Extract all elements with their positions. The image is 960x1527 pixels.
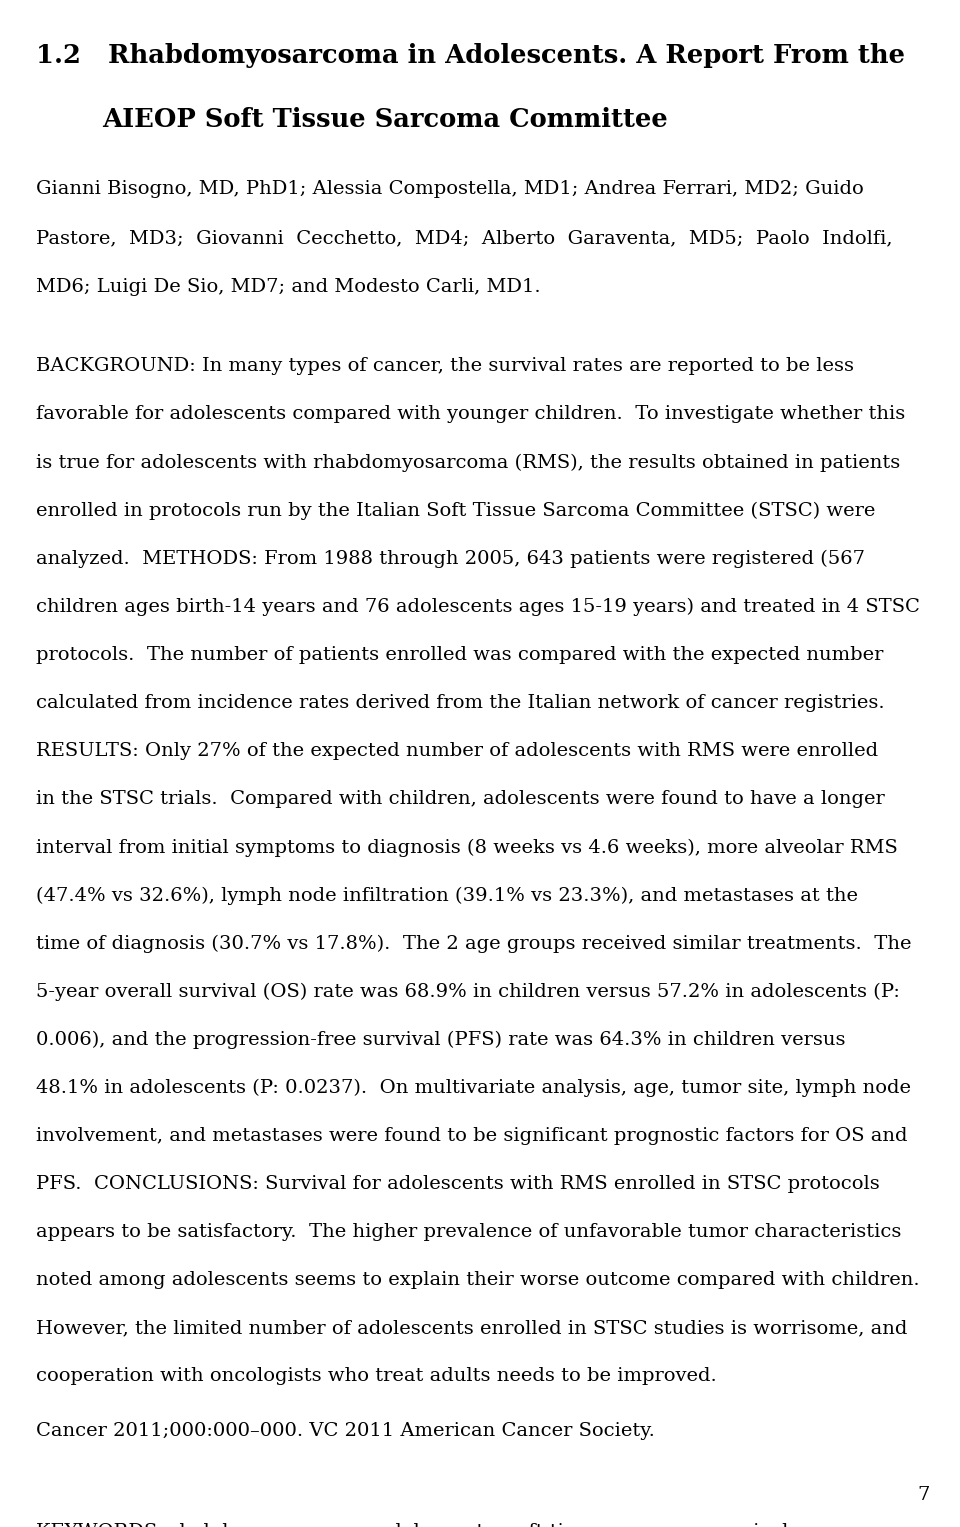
Text: time of diagnosis (30.7% vs 17.8%).  The 2 age groups received similar treatment: time of diagnosis (30.7% vs 17.8%). The … (36, 935, 912, 953)
Text: 0.006), and the progression-free survival (PFS) rate was 64.3% in children versu: 0.006), and the progression-free surviva… (36, 1031, 846, 1049)
Text: noted among adolescents seems to explain their worse outcome compared with child: noted among adolescents seems to explain… (36, 1270, 920, 1289)
Text: Cancer 2011;000:000–000. VC 2011 American Cancer Society.: Cancer 2011;000:000–000. VC 2011 America… (36, 1422, 656, 1440)
Text: AIEOP Soft Tissue Sarcoma Committee: AIEOP Soft Tissue Sarcoma Committee (102, 107, 667, 131)
Text: involvement, and metastases were found to be significant prognostic factors for : involvement, and metastases were found t… (36, 1127, 908, 1145)
Text: 5-year overall survival (OS) rate was 68.9% in children versus 57.2% in adolesce: 5-year overall survival (OS) rate was 68… (36, 982, 900, 1000)
Text: children ages birth-14 years and 76 adolescents ages 15-19 years) and treated in: children ages birth-14 years and 76 adol… (36, 599, 921, 615)
Text: protocols.  The number of patients enrolled was compared with the expected numbe: protocols. The number of patients enroll… (36, 646, 884, 664)
Text: appears to be satisfactory.  The higher prevalence of unfavorable tumor characte: appears to be satisfactory. The higher p… (36, 1223, 901, 1241)
Text: in the STSC trials.  Compared with children, adolescents were found to have a lo: in the STSC trials. Compared with childr… (36, 791, 885, 808)
Text: However, the limited number of adolescents enrolled in STSC studies is worrisome: However, the limited number of adolescen… (36, 1319, 908, 1338)
Text: BACKGROUND: In many types of cancer, the survival rates are reported to be less: BACKGROUND: In many types of cancer, the… (36, 357, 854, 376)
Text: KEYWORDS: rhabdomyosarcoma, adolescents, soft tissue sarcoma, survival.: KEYWORDS: rhabdomyosarcoma, adolescents,… (36, 1522, 795, 1527)
Text: enrolled in protocols run by the Italian Soft Tissue Sarcoma Committee (STSC) we: enrolled in protocols run by the Italian… (36, 502, 876, 519)
Text: 48.1% in adolescents (P: 0.0237).  On multivariate analysis, age, tumor site, ly: 48.1% in adolescents (P: 0.0237). On mul… (36, 1078, 911, 1096)
Text: MD6; Luigi De Sio, MD7; and Modesto Carli, MD1.: MD6; Luigi De Sio, MD7; and Modesto Carl… (36, 278, 541, 296)
Text: calculated from incidence rates derived from the Italian network of cancer regis: calculated from incidence rates derived … (36, 693, 885, 712)
Text: (47.4% vs 32.6%), lymph node infiltration (39.1% vs 23.3%), and metastases at th: (47.4% vs 32.6%), lymph node infiltratio… (36, 886, 858, 904)
Text: interval from initial symptoms to diagnosis (8 weeks vs 4.6 weeks), more alveola: interval from initial symptoms to diagno… (36, 838, 899, 857)
Text: 1.2   Rhabdomyosarcoma in Adolescents. A Report From the: 1.2 Rhabdomyosarcoma in Adolescents. A R… (36, 43, 905, 67)
Text: PFS.  CONCLUSIONS: Survival for adolescents with RMS enrolled in STSC protocols: PFS. CONCLUSIONS: Survival for adolescen… (36, 1174, 880, 1193)
Text: cooperation with oncologists who treat adults needs to be improved.: cooperation with oncologists who treat a… (36, 1367, 717, 1385)
Text: 7: 7 (917, 1486, 929, 1504)
Text: favorable for adolescents compared with younger children.  To investigate whethe: favorable for adolescents compared with … (36, 406, 905, 423)
Text: Pastore,  MD3;  Giovanni  Cecchetto,  MD4;  Alberto  Garaventa,  MD5;  Paolo  In: Pastore, MD3; Giovanni Cecchetto, MD4; A… (36, 229, 893, 247)
Text: Gianni Bisogno, MD, PhD1; Alessia Compostella, MD1; Andrea Ferrari, MD2; Guido: Gianni Bisogno, MD, PhD1; Alessia Compos… (36, 180, 864, 199)
Text: is true for adolescents with rhabdomyosarcoma (RMS), the results obtained in pat: is true for adolescents with rhabdomyosa… (36, 454, 900, 472)
Text: RESULTS: Only 27% of the expected number of adolescents with RMS were enrolled: RESULTS: Only 27% of the expected number… (36, 742, 878, 760)
Text: analyzed.  METHODS: From 1988 through 2005, 643 patients were registered (567: analyzed. METHODS: From 1988 through 200… (36, 550, 866, 568)
